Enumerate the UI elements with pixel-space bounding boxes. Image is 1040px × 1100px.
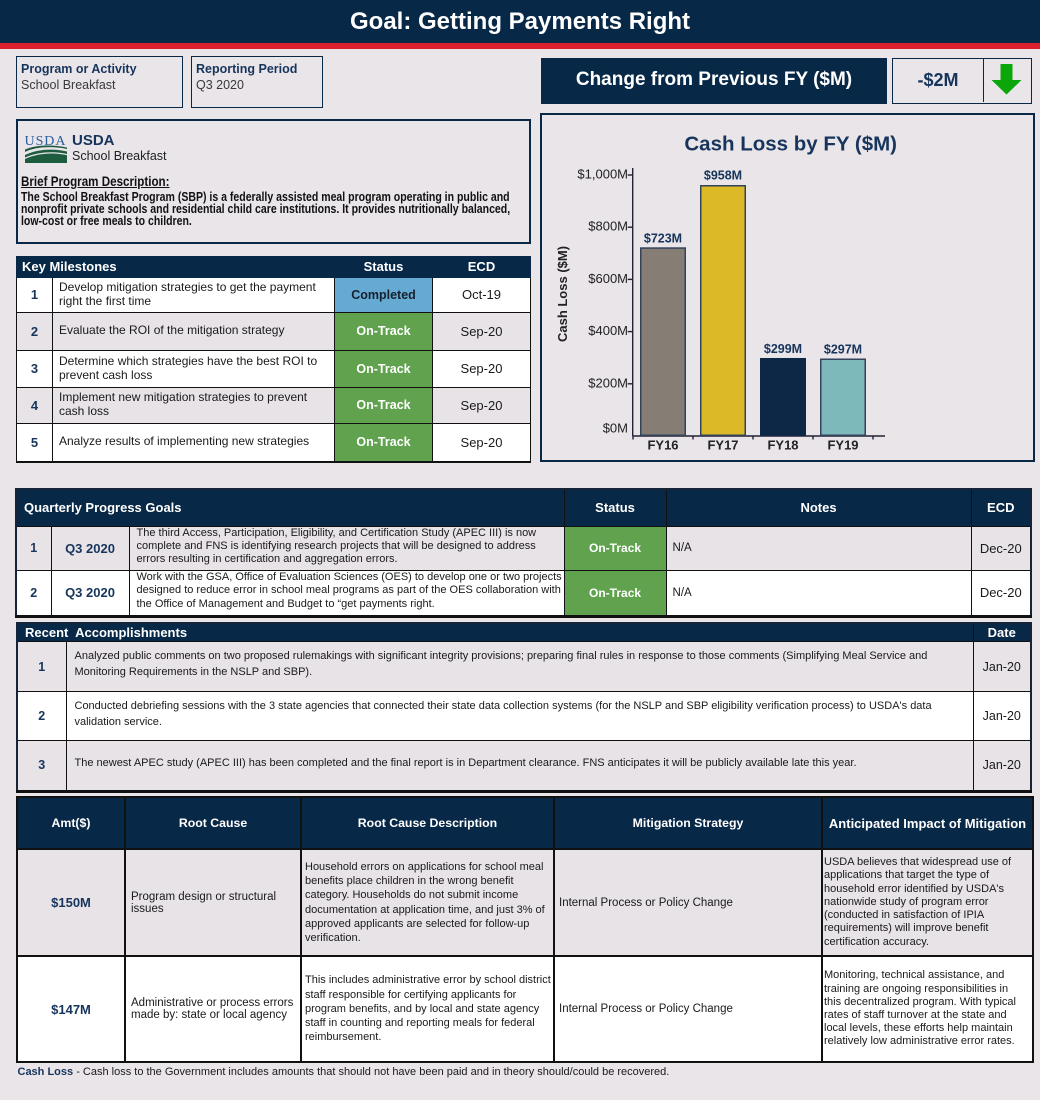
svg-text:FY17: FY17 xyxy=(707,438,738,453)
svg-text:$600M: $600M xyxy=(588,271,628,286)
svg-text:FY18: FY18 xyxy=(767,438,798,453)
svg-text:$297M: $297M xyxy=(824,343,862,357)
svg-text:FY19: FY19 xyxy=(827,438,858,453)
svg-text:$1,000M: $1,000M xyxy=(577,167,628,182)
svg-text:Cash Loss by FY ($M): Cash Loss by FY ($M) xyxy=(684,132,897,155)
svg-text:$200M: $200M xyxy=(588,375,628,390)
svg-text:$0M: $0M xyxy=(603,421,628,436)
svg-text:Cash Loss ($M): Cash Loss ($M) xyxy=(555,246,570,342)
svg-text:$723M: $723M xyxy=(644,231,682,245)
svg-text:FY16: FY16 xyxy=(647,438,678,453)
svg-text:$400M: $400M xyxy=(588,323,628,338)
svg-text:$299M: $299M xyxy=(764,342,802,356)
svg-text:$958M: $958M xyxy=(704,169,742,183)
svg-text:USDA: USDA xyxy=(25,135,66,149)
svg-text:$800M: $800M xyxy=(588,219,628,234)
